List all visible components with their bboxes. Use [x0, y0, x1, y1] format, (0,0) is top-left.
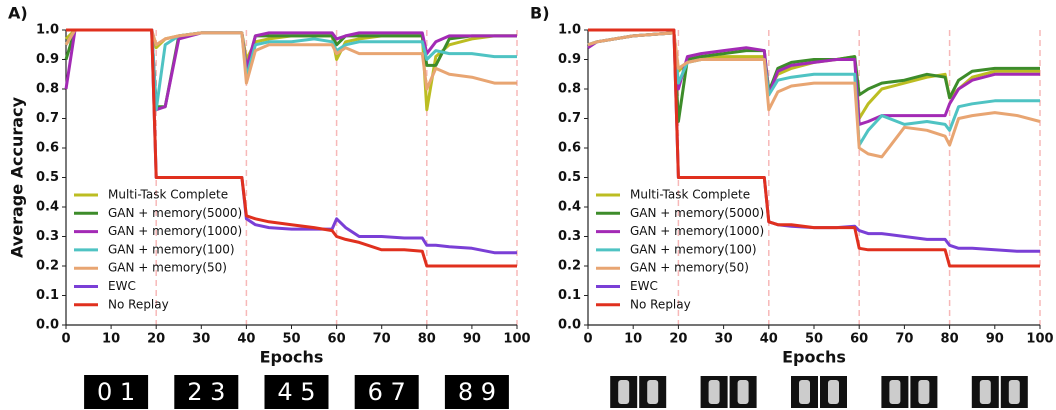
thumbnail [84, 375, 149, 409]
x-tick-label: 80 [418, 332, 436, 347]
x-tick-label: 20 [147, 332, 165, 347]
legend-label: No Replay [108, 297, 169, 311]
y-tick-label: 0.6 [36, 141, 59, 156]
y-tick-label: 0.0 [36, 318, 59, 333]
thumbnail [264, 375, 329, 409]
thumbnail-digits: 8 9 [458, 378, 496, 406]
x-tick-label: 60 [850, 332, 868, 347]
thumbnail [444, 375, 509, 409]
x-tick-label: 0 [61, 332, 70, 347]
legend-label: EWC [630, 279, 658, 293]
x-axis-label: Epochs [782, 348, 846, 367]
x-tick-label: 10 [102, 332, 120, 347]
y-tick-label: 0.5 [36, 170, 59, 185]
y-tick-label: 0.3 [558, 229, 581, 244]
thumbnail-item [708, 380, 720, 404]
y-tick-label: 0.3 [36, 229, 59, 244]
thumbnail-item [647, 380, 659, 404]
thumbnail-digits: 2 3 [187, 378, 225, 406]
panel-label: A) [8, 4, 28, 23]
series-line [587, 31, 1040, 126]
x-tick-label: 20 [669, 332, 687, 347]
thumbnail-digits: 6 7 [368, 378, 406, 406]
y-tick-label: 0.8 [558, 82, 581, 97]
x-tick-label: 100 [503, 332, 530, 347]
legend-label: GAN + memory(5000) [108, 206, 242, 220]
thumbnail-item [918, 380, 930, 404]
thumbnail-digits: 0 1 [97, 378, 135, 406]
legend-label: EWC [108, 279, 136, 293]
x-tick-label: 10 [624, 332, 642, 347]
legend-label: GAN + memory(50) [108, 261, 227, 275]
thumbnail-item [828, 380, 839, 404]
thumbnail-item [979, 380, 991, 404]
x-tick-label: 40 [760, 332, 778, 347]
y-tick-label: 0.8 [36, 82, 59, 97]
series-line [587, 31, 1041, 159]
series-line [64, 28, 517, 112]
thumbnail-item [889, 380, 901, 404]
thumbnail-item [799, 380, 810, 404]
thumbnail-item [618, 380, 630, 404]
y-tick-label: 0.9 [36, 52, 59, 67]
y-tick-label: 0.2 [558, 259, 581, 274]
x-tick-label: 30 [715, 332, 733, 347]
legend-label: GAN + memory(1000) [108, 224, 242, 238]
x-axis-label: Epochs [260, 348, 324, 367]
x-tick-label: 100 [1026, 332, 1053, 347]
x-tick-label: 60 [328, 332, 346, 347]
legend-label: GAN + memory(5000) [630, 206, 764, 220]
thumbnail [354, 375, 419, 409]
thumbnail-item [737, 380, 749, 404]
panel-label: B) [530, 4, 550, 23]
series-line [64, 28, 517, 91]
y-tick-label: 1.0 [558, 23, 581, 38]
y-tick-label: 0.7 [558, 111, 581, 126]
y-tick-label: 0.4 [558, 200, 581, 215]
x-tick-label: 50 [805, 332, 823, 347]
y-tick-label: 1.0 [36, 23, 59, 38]
series-line [588, 28, 1040, 268]
y-tick-label: 0.4 [36, 200, 59, 215]
x-tick-label: 70 [895, 332, 913, 347]
legend-label: Multi-Task Complete [108, 188, 228, 202]
x-tick-label: 70 [373, 332, 391, 347]
legend-label: GAN + memory(1000) [630, 224, 764, 238]
legend-label: No Replay [630, 297, 691, 311]
series-line [587, 31, 1040, 147]
x-tick-label: 90 [463, 332, 481, 347]
y-axis-label: Average Accuracy [8, 96, 27, 258]
y-tick-label: 0.5 [558, 170, 581, 185]
thumbnail-digits: 4 5 [277, 378, 315, 406]
thumbnail [174, 375, 239, 409]
y-tick-label: 0.1 [558, 288, 581, 303]
y-tick-label: 0.1 [36, 288, 59, 303]
x-tick-label: 40 [237, 332, 255, 347]
thumbnail-item [1008, 380, 1020, 404]
legend-label: Multi-Task Complete [630, 188, 750, 202]
y-tick-label: 0.6 [558, 141, 581, 156]
x-tick-label: 80 [941, 332, 959, 347]
series-line [64, 28, 517, 112]
legend-label: GAN + memory(100) [108, 242, 235, 256]
legend-label: GAN + memory(50) [630, 261, 749, 275]
legend-label: GAN + memory(100) [630, 242, 757, 256]
y-tick-label: 0.9 [558, 52, 581, 67]
series-line [66, 28, 517, 268]
x-tick-label: 30 [192, 332, 210, 347]
y-tick-label: 0.2 [36, 259, 59, 274]
x-tick-label: 0 [583, 332, 592, 347]
x-tick-label: 90 [986, 332, 1004, 347]
x-tick-label: 50 [282, 332, 300, 347]
y-tick-label: 0.0 [558, 318, 581, 333]
y-tick-label: 0.7 [36, 111, 59, 126]
